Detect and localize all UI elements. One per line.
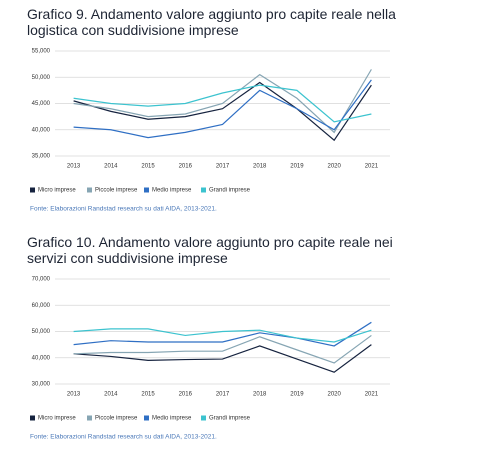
- chart-svg: 35,000 40,000 45,000 50,000 55,000 2013 2014 20…: [30, 49, 390, 213]
- series-line: [73, 79, 372, 139]
- legend-label: Piccole imprese: [95, 188, 138, 194]
- x-tick-label: 2016: [179, 164, 193, 170]
- legend-label: Medio imprese: [152, 188, 192, 194]
- y-tick-label: 50,000: [32, 75, 51, 81]
- legend-swatch: [201, 415, 206, 421]
- x-tick-label: 2020: [327, 164, 341, 170]
- chart: 30,000 40,000 50,000 60,000 70,000 2013 2014 20…: [0, 228, 477, 455]
- x-tick-label: 2013: [67, 392, 81, 398]
- legend-label: Grandi imprese: [209, 188, 251, 194]
- series-line: [73, 328, 372, 343]
- legend-label: Micro imprese: [38, 188, 76, 194]
- x-tick-label: 2018: [253, 164, 267, 170]
- series-line: [73, 81, 372, 142]
- y-tick-label: 55,000: [32, 49, 51, 55]
- x-tick-label: 2018: [253, 392, 267, 398]
- source-note: Fonte: Elaborazioni Randstad research su…: [30, 206, 217, 213]
- legend-swatch: [144, 187, 149, 193]
- y-tick-label: 40,000: [32, 127, 51, 133]
- legend-swatch: [30, 415, 35, 421]
- x-tick-label: 2016: [179, 392, 193, 398]
- y-tick-label: 45,000: [32, 101, 51, 107]
- x-tick-label: 2021: [365, 164, 379, 170]
- legend-swatch: [144, 415, 149, 421]
- series-line: [73, 84, 372, 123]
- y-tick-label: 50,000: [32, 329, 51, 335]
- x-tick-label: 2015: [141, 392, 155, 398]
- x-tick-label: 2017: [216, 164, 230, 170]
- x-tick-label: 2015: [141, 164, 155, 170]
- x-tick-label: 2020: [327, 392, 341, 398]
- legend-swatch: [87, 415, 92, 421]
- chart: 35,000 40,000 45,000 50,000 55,000 2013 2014 20…: [0, 0, 477, 227]
- legend-label: Medio imprese: [152, 416, 192, 422]
- legend-swatch: [30, 187, 35, 193]
- x-tick-label: 2017: [216, 392, 230, 398]
- x-tick-label: 2013: [67, 164, 81, 170]
- x-tick-label: 2021: [365, 392, 379, 398]
- x-tick-label: 2019: [290, 392, 304, 398]
- series-line: [73, 321, 372, 347]
- y-tick-label: 60,000: [32, 303, 51, 309]
- y-tick-label: 40,000: [32, 355, 51, 361]
- y-tick-label: 70,000: [32, 277, 51, 283]
- x-tick-label: 2019: [290, 164, 304, 170]
- legend-label: Micro imprese: [38, 416, 76, 422]
- series-line: [73, 69, 372, 134]
- x-tick-label: 2014: [104, 164, 118, 170]
- y-tick-label: 30,000: [32, 382, 51, 388]
- chart-title: Grafico 10. Andamento valore aggiunto pr…: [27, 234, 393, 266]
- legend-swatch: [87, 187, 92, 193]
- series-line: [73, 334, 372, 364]
- y-tick-label: 35,000: [32, 154, 51, 160]
- legend-label: Grandi imprese: [209, 416, 251, 422]
- legend-label: Piccole imprese: [95, 416, 138, 422]
- x-tick-label: 2014: [104, 392, 118, 398]
- chart-title: Grafico 9. Andamento valore aggiunto pro…: [27, 6, 396, 38]
- series-line: [73, 344, 372, 373]
- legend-swatch: [201, 187, 206, 193]
- source-note: Fonte: Elaborazioni Randstad research su…: [30, 434, 217, 441]
- chart-svg: 30,000 40,000 50,000 60,000 70,000 2013 2014 20…: [30, 277, 390, 441]
